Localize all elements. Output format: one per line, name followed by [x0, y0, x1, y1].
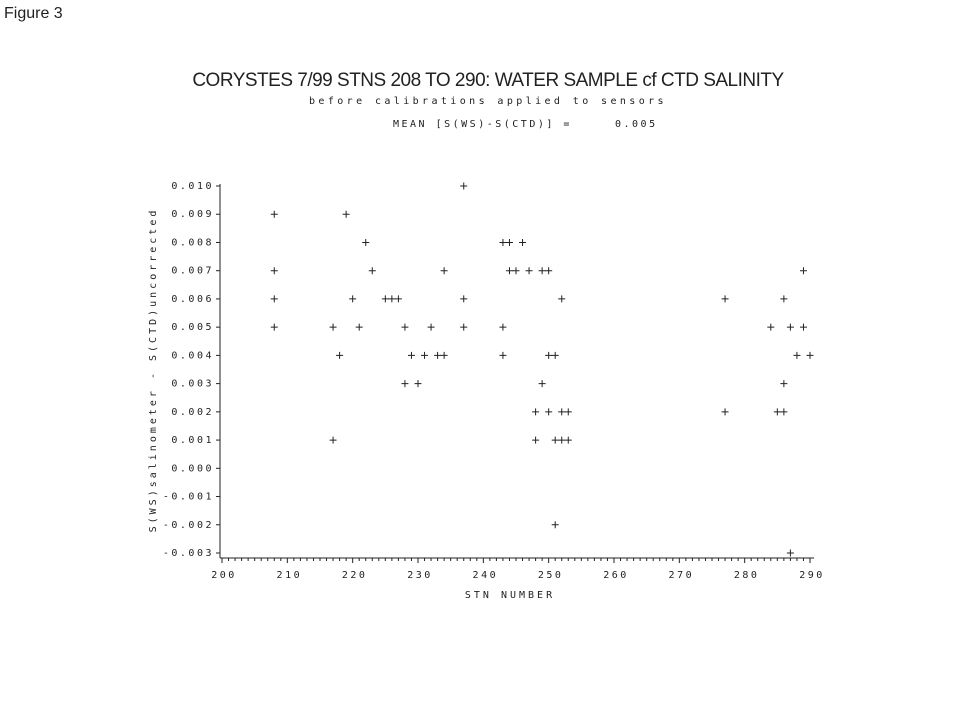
- data-point: [355, 323, 363, 331]
- data-point: [780, 380, 788, 388]
- y-tick-label: 0.008: [171, 237, 214, 248]
- x-tick-label: 290: [799, 570, 825, 581]
- data-point: [460, 182, 468, 190]
- data-point: [545, 351, 553, 359]
- data-point: [545, 408, 553, 416]
- x-tick-label: 200: [211, 570, 237, 581]
- y-tick-label: 0.003: [171, 379, 214, 390]
- data-point: [538, 267, 546, 275]
- data-point: [538, 380, 546, 388]
- data-point: [329, 323, 337, 331]
- y-tick-label: 0.007: [171, 266, 214, 277]
- data-point: [394, 295, 402, 303]
- data-point: [799, 267, 807, 275]
- y-tick-label: 0.009: [171, 209, 214, 220]
- y-axis-label: S(WS)salinometer - S(CTD)uncorrected: [148, 208, 159, 533]
- data-point: [434, 351, 442, 359]
- data-point: [499, 238, 507, 246]
- data-point: [381, 295, 389, 303]
- data-point: [721, 295, 729, 303]
- data-point: [786, 549, 794, 557]
- x-tick-label: 260: [603, 570, 629, 581]
- data-point: [401, 323, 409, 331]
- data-point: [519, 238, 527, 246]
- y-tick-label: 0.010: [171, 181, 214, 192]
- x-tick-label: 250: [538, 570, 564, 581]
- data-point: [773, 408, 781, 416]
- data-point: [806, 351, 814, 359]
- x-tick-label: 240: [473, 570, 499, 581]
- data-point: [532, 436, 540, 444]
- data-point: [780, 408, 788, 416]
- data-point: [362, 238, 370, 246]
- y-tick-label: 0.001: [171, 435, 214, 446]
- data-point: [780, 295, 788, 303]
- data-point: [421, 351, 429, 359]
- annotation-value: 0.005: [615, 119, 658, 130]
- data-point: [368, 267, 376, 275]
- data-point: [401, 380, 409, 388]
- data-point: [270, 295, 278, 303]
- data-point: [414, 380, 422, 388]
- data-point: [793, 351, 801, 359]
- data-point: [270, 267, 278, 275]
- y-tick-label: -0.003: [163, 548, 214, 559]
- data-point: [342, 210, 350, 218]
- data-point: [460, 323, 468, 331]
- y-tick-label: -0.002: [163, 520, 214, 531]
- x-tick-label: 210: [277, 570, 303, 581]
- data-point: [558, 295, 566, 303]
- data-point: [407, 351, 415, 359]
- data-point: [329, 436, 337, 444]
- data-point: [551, 436, 559, 444]
- data-point: [270, 210, 278, 218]
- data-point: [551, 521, 559, 529]
- data-point: [505, 267, 513, 275]
- data-point: [786, 323, 794, 331]
- data-point: [532, 408, 540, 416]
- data-point: [499, 323, 507, 331]
- data-point: [799, 323, 807, 331]
- y-tick-label: 0.006: [171, 294, 214, 305]
- x-axis-label: STN NUMBER: [465, 590, 555, 601]
- y-tick-label: 0.004: [171, 350, 214, 361]
- data-point: [460, 295, 468, 303]
- data-point: [767, 323, 775, 331]
- y-tick-label: -0.001: [163, 492, 214, 503]
- data-point: [551, 351, 559, 359]
- data-point: [525, 267, 533, 275]
- x-tick-label: 270: [669, 570, 695, 581]
- x-tick-label: 220: [342, 570, 368, 581]
- data-point: [388, 295, 396, 303]
- data-point: [440, 351, 448, 359]
- data-point: [564, 408, 572, 416]
- data-point: [505, 238, 513, 246]
- data-point: [545, 267, 553, 275]
- data-point: [349, 295, 357, 303]
- data-point: [499, 351, 507, 359]
- data-point: [427, 323, 435, 331]
- y-tick-label: 0.000: [171, 463, 214, 474]
- data-point: [512, 267, 520, 275]
- data-point: [558, 408, 566, 416]
- figure-label: Figure 3: [4, 5, 63, 22]
- data-point: [721, 408, 729, 416]
- annotation-label: MEAN [S(WS)-S(CTD)] =: [393, 119, 572, 130]
- y-tick-label: 0.002: [171, 407, 214, 418]
- data-point: [270, 323, 278, 331]
- x-tick-label: 280: [734, 570, 760, 581]
- data-point: [558, 436, 566, 444]
- data-point: [440, 267, 448, 275]
- data-point: [336, 351, 344, 359]
- chart-title: CORYSTES 7/99 STNS 208 TO 290: WATER SAM…: [192, 70, 784, 91]
- y-tick-label: 0.005: [171, 322, 214, 333]
- chart-subtitle: before calibrations applied to sensors: [309, 96, 667, 107]
- data-point: [564, 436, 572, 444]
- x-tick-label: 230: [407, 570, 433, 581]
